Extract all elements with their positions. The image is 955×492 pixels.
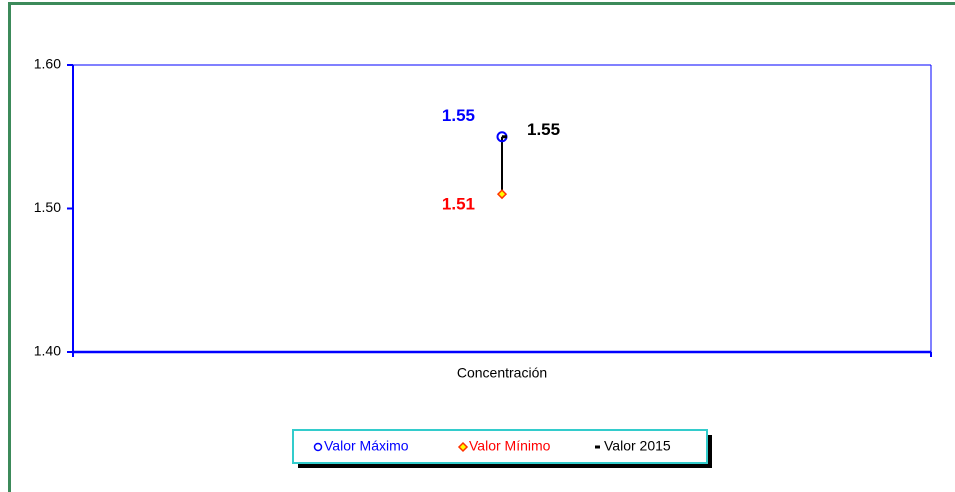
x-tick-label: Concentración [457,365,547,381]
min-label: 1.51 [442,195,475,214]
min-marker [496,189,508,200]
legend-marker [457,441,469,453]
y-tick-label: 1.40 [34,343,61,359]
legend-label: Valor Mínimo [469,438,551,454]
max-label: 1.55 [442,106,475,125]
legend [292,429,708,464]
legend-marker [313,442,323,452]
y-tick-label: 1.60 [34,56,61,72]
y-tick-label: 1.50 [34,199,61,215]
current-label: 1.55 [527,120,560,139]
legend-label: Valor Máximo [324,438,409,454]
legend-label: Valor 2015 [604,438,671,454]
